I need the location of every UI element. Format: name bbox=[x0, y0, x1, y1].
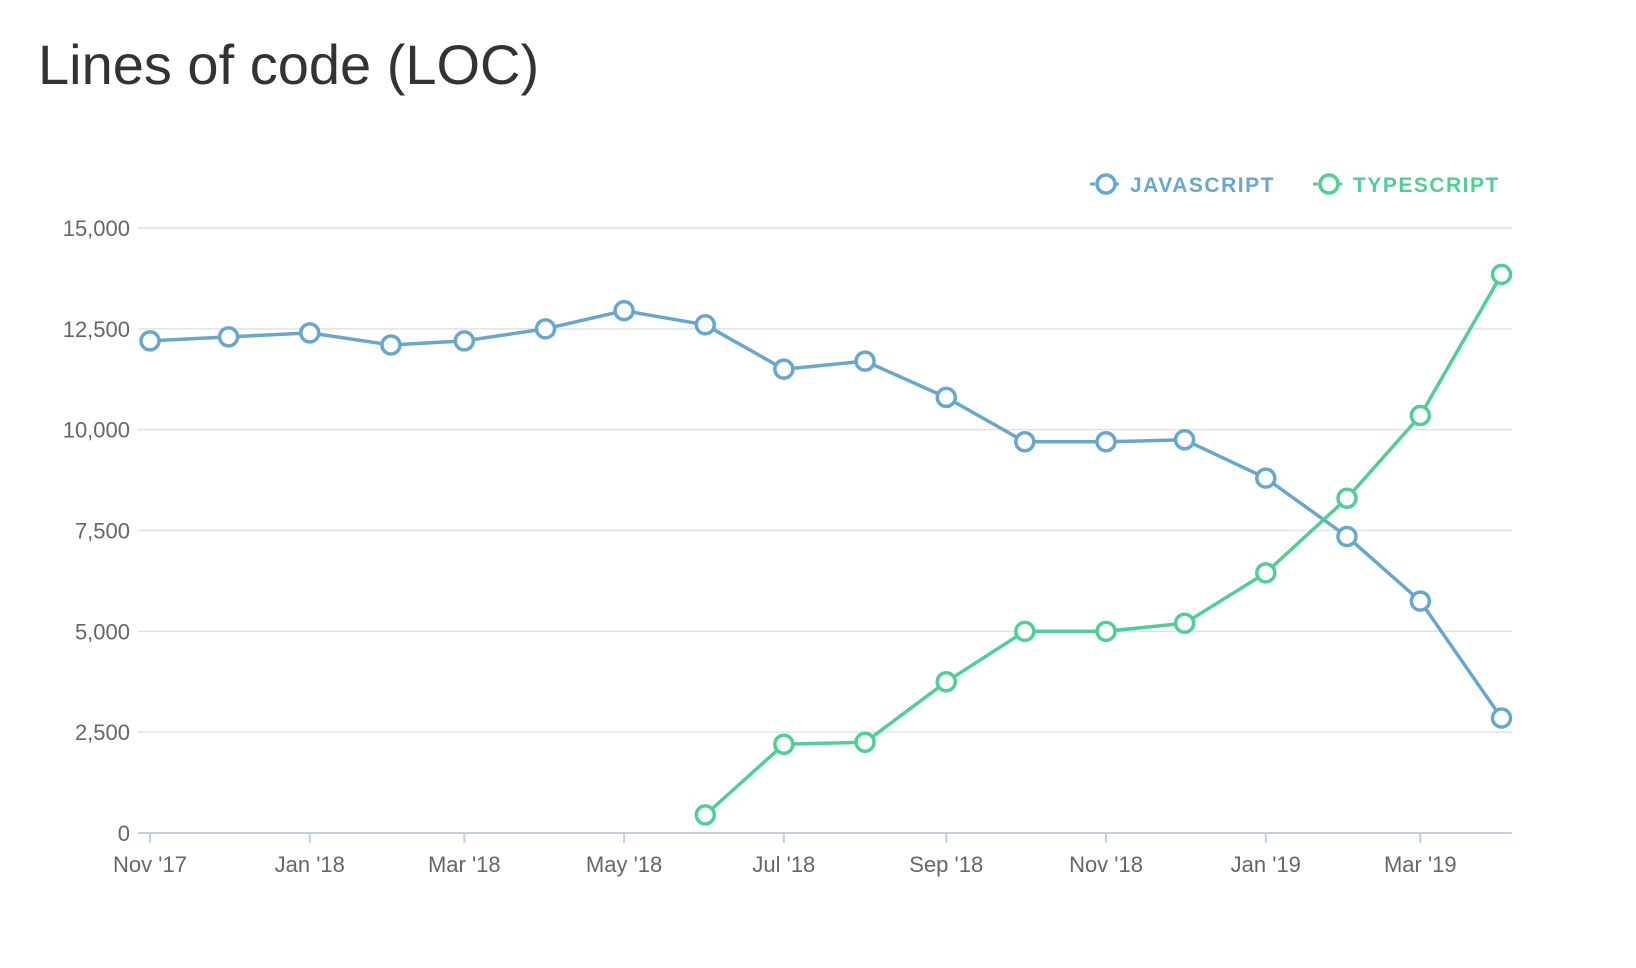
series-group bbox=[139, 263, 1513, 826]
typescript-point bbox=[694, 804, 717, 826]
x-axis bbox=[138, 832, 1512, 843]
x-tick-label: Mar '19 bbox=[1384, 852, 1457, 877]
javascript-line bbox=[148, 308, 1504, 720]
typescript-point bbox=[1173, 612, 1196, 635]
y-tick-label: 0 bbox=[118, 821, 130, 846]
y-tick-label: 12,500 bbox=[63, 317, 130, 342]
typescript-point bbox=[1336, 487, 1358, 509]
y-tick-label: 5,000 bbox=[75, 619, 130, 644]
javascript-point bbox=[613, 299, 635, 322]
javascript-point bbox=[1336, 525, 1358, 548]
typescript-point bbox=[1409, 404, 1432, 427]
gridlines bbox=[138, 227, 1512, 733]
javascript-point bbox=[380, 334, 402, 356]
typescript-legend-marker bbox=[1318, 173, 1340, 195]
javascript-point bbox=[1173, 429, 1196, 451]
y-tick-label: 2,500 bbox=[75, 720, 130, 745]
x-tick-label: Jul '18 bbox=[752, 852, 815, 877]
typescript-point bbox=[1255, 562, 1277, 584]
javascript-point bbox=[534, 318, 557, 340]
javascript-point bbox=[299, 322, 321, 344]
x-tick-label: Jan '19 bbox=[1231, 852, 1301, 877]
typescript-point bbox=[1095, 620, 1117, 643]
typescript-line bbox=[703, 272, 1504, 817]
javascript-point bbox=[1095, 431, 1117, 453]
javascript-legend-label: JAVASCRIPT bbox=[1130, 174, 1275, 197]
legend: JAVASCRIPT TYPESCRIPT bbox=[1090, 173, 1500, 197]
javascript-point bbox=[935, 386, 957, 409]
x-tick-label: May '18 bbox=[586, 852, 662, 877]
javascript-point bbox=[773, 358, 795, 380]
typescript-point bbox=[854, 731, 876, 753]
typescript-point bbox=[1490, 263, 1513, 286]
x-tick-label: Nov '18 bbox=[1069, 852, 1143, 877]
javascript-point bbox=[854, 350, 876, 372]
javascript-point bbox=[1490, 707, 1513, 729]
x-tick-label: Nov '17 bbox=[113, 852, 187, 877]
typescript-point bbox=[1014, 620, 1036, 643]
typescript-point bbox=[773, 733, 795, 756]
javascript-point bbox=[139, 330, 161, 352]
typescript-legend-label: TYPESCRIPT bbox=[1353, 174, 1500, 197]
javascript-point bbox=[1409, 590, 1432, 612]
typescript-point bbox=[935, 671, 957, 693]
x-tick-label: Mar '18 bbox=[428, 852, 501, 877]
y-tick-label: 10,000 bbox=[63, 418, 130, 443]
javascript-point bbox=[1014, 431, 1036, 453]
x-tick-label: Jan '18 bbox=[275, 852, 345, 877]
x-tick-label: Sep '18 bbox=[909, 852, 983, 877]
javascript-point bbox=[694, 314, 717, 336]
x-axis-tick-labels: Nov '17 Jan '18 Mar '18 May '18 Jul '18 Sep '… bbox=[113, 852, 1457, 877]
javascript-legend-marker bbox=[1095, 173, 1117, 195]
chart-title: Lines of code (LOC) bbox=[38, 33, 540, 96]
y-axis: 0 2,500 5,000 7,500 10,000 12,500 15,000 bbox=[63, 216, 130, 846]
javascript-point bbox=[217, 326, 240, 348]
y-tick-label: 7,500 bbox=[75, 519, 130, 544]
javascript-point bbox=[1255, 467, 1277, 489]
javascript-point bbox=[453, 330, 476, 352]
y-tick-label: 15,000 bbox=[63, 216, 130, 241]
